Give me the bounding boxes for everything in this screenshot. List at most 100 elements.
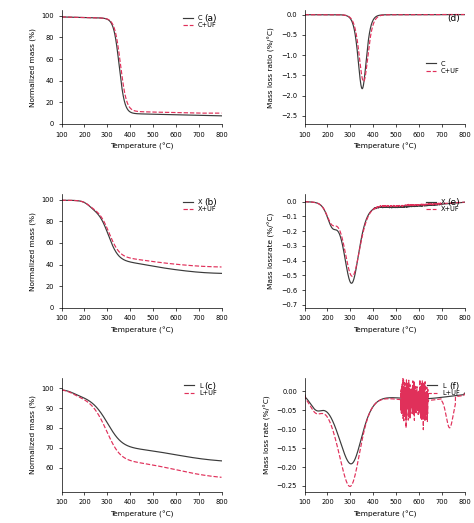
X+UF: [375, 204, 381, 210]
C: [67, 14, 73, 20]
L+UF: [375, 398, 381, 404]
C+UF: [219, 110, 224, 116]
X+UF: [310, 199, 316, 206]
C: [310, 12, 316, 18]
C: [462, 12, 467, 18]
X: [67, 197, 73, 203]
X: [302, 199, 308, 205]
L+UF: [347, 483, 353, 490]
C+UF: [59, 14, 64, 20]
C: [457, 12, 463, 18]
L+UF: [219, 474, 224, 481]
X+UF: [67, 197, 73, 203]
C: [302, 12, 308, 18]
X+UF: [132, 256, 138, 262]
C+UF: [380, 12, 385, 18]
X-axis label: Temperature (°C): Temperature (°C): [110, 327, 173, 334]
C: [359, 86, 365, 92]
Line: L: L: [305, 393, 465, 464]
Line: X: X: [62, 200, 221, 274]
X: [375, 204, 381, 210]
C: [380, 12, 385, 18]
L: [457, 392, 463, 398]
Line: C+UF: C+UF: [62, 17, 221, 113]
L+UF: [67, 389, 73, 395]
C+UF: [375, 14, 381, 20]
L+UF: [457, 393, 463, 399]
L: [348, 461, 354, 467]
X: [428, 202, 433, 209]
Line: C+UF: C+UF: [305, 15, 465, 82]
Line: X: X: [305, 202, 465, 283]
L: [462, 390, 467, 396]
L+UF: [185, 469, 191, 475]
L+UF: [310, 407, 316, 413]
L: [428, 395, 433, 402]
Y-axis label: Normalized mass (%): Normalized mass (%): [29, 395, 36, 474]
C: [214, 112, 219, 119]
X+UF: [457, 199, 463, 206]
X+UF: [219, 264, 224, 270]
Legend: L, L+UF: L, L+UF: [182, 381, 218, 397]
X: [214, 270, 219, 276]
Y-axis label: Mass loss ratio (%/°C): Mass loss ratio (%/°C): [268, 27, 275, 108]
Y-axis label: Normalized mass (%): Normalized mass (%): [29, 211, 36, 291]
X+UF: [380, 203, 385, 209]
C+UF: [132, 108, 138, 114]
C+UF: [310, 12, 316, 18]
L+UF: [302, 392, 308, 398]
X+UF: [59, 197, 64, 203]
C+UF: [196, 110, 201, 116]
Text: (f): (f): [449, 382, 460, 391]
L+UF: [214, 474, 219, 480]
C+UF: [428, 12, 433, 18]
Line: C: C: [62, 17, 221, 116]
X+UF: [457, 199, 463, 206]
Y-axis label: Mass loss rate (%/°C): Mass loss rate (%/°C): [264, 395, 271, 474]
Legend: C, C+UF: C, C+UF: [424, 59, 461, 75]
L+UF: [457, 393, 463, 399]
C: [185, 112, 191, 118]
X-axis label: Temperature (°C): Temperature (°C): [353, 143, 416, 150]
Line: C: C: [305, 15, 465, 89]
C+UF: [462, 12, 467, 18]
Line: L: L: [62, 390, 221, 461]
X+UF: [214, 264, 220, 270]
X-axis label: Temperature (°C): Temperature (°C): [110, 511, 173, 518]
Y-axis label: Mass lossrate (%/°C): Mass lossrate (%/°C): [268, 213, 275, 289]
L: [310, 404, 316, 410]
C+UF: [302, 12, 308, 18]
L: [380, 396, 385, 402]
X+UF: [302, 199, 308, 205]
L+UF: [462, 391, 467, 397]
X: [59, 197, 64, 203]
C+UF: [457, 12, 463, 18]
X+UF: [428, 201, 433, 207]
X+UF: [349, 273, 355, 279]
X: [380, 204, 385, 210]
L+UF: [380, 396, 385, 403]
X-axis label: Temperature (°C): Temperature (°C): [353, 511, 416, 518]
Text: (d): (d): [447, 14, 460, 23]
L: [214, 457, 220, 463]
X-axis label: Temperature (°C): Temperature (°C): [353, 327, 416, 334]
X: [457, 200, 463, 206]
Line: L+UF: L+UF: [62, 390, 221, 477]
X-axis label: Temperature (°C): Temperature (°C): [110, 143, 173, 150]
C: [132, 110, 138, 117]
C: [59, 14, 64, 20]
L+UF: [400, 374, 406, 380]
L: [137, 446, 142, 452]
C+UF: [185, 110, 191, 116]
L+UF: [214, 474, 220, 480]
X: [185, 268, 191, 274]
C: [457, 12, 463, 18]
C: [428, 12, 433, 18]
L+UF: [59, 387, 64, 393]
Text: (e): (e): [447, 198, 460, 207]
L: [59, 386, 64, 393]
C+UF: [361, 78, 366, 85]
L: [219, 458, 224, 464]
C: [214, 112, 220, 119]
X: [457, 200, 463, 206]
